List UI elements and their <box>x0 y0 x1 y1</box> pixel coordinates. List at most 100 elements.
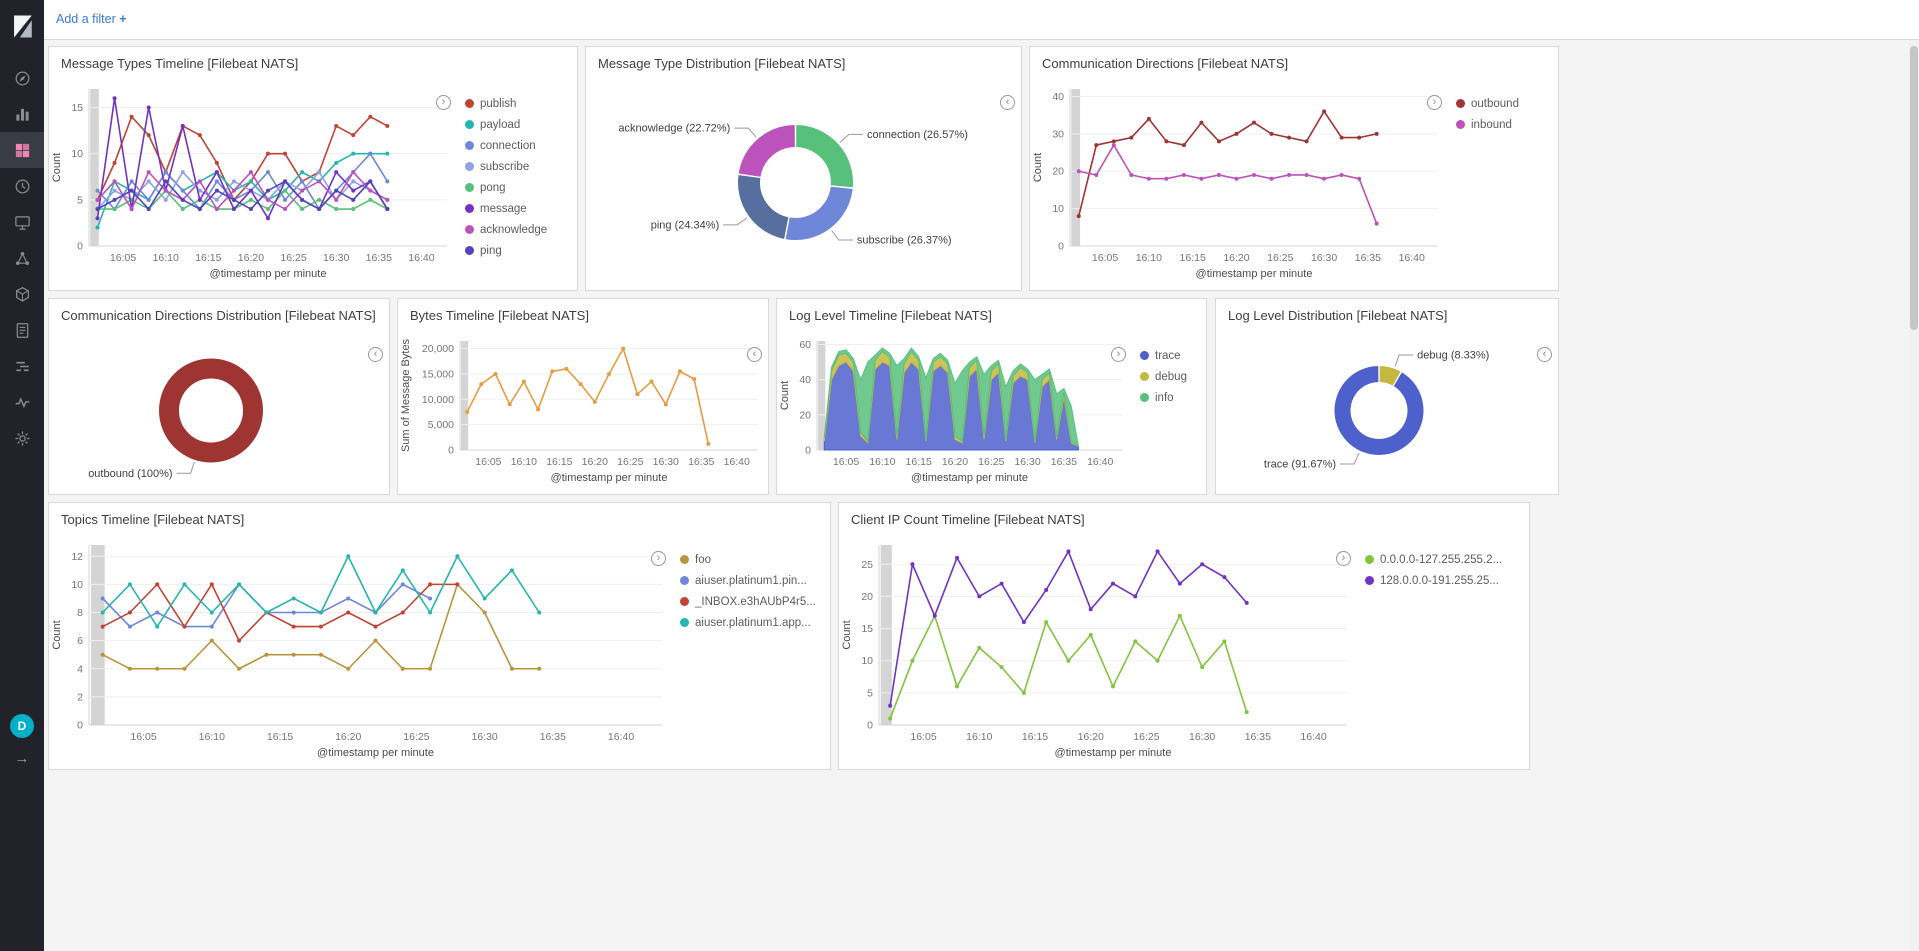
data-point[interactable] <box>1146 176 1151 181</box>
data-point[interactable] <box>266 216 270 221</box>
data-point[interactable] <box>1374 131 1379 136</box>
line-series-publish[interactable] <box>96 115 388 202</box>
data-point[interactable] <box>95 207 100 212</box>
data-point[interactable] <box>248 207 253 212</box>
data-point[interactable] <box>455 582 460 587</box>
line-series-aiuser.platinum1.app...[interactable] <box>102 554 540 629</box>
data-point[interactable] <box>888 703 893 708</box>
data-point[interactable] <box>112 160 117 165</box>
data-point[interactable] <box>100 610 105 615</box>
data-point[interactable] <box>1304 139 1309 144</box>
legend-item[interactable]: acknowledge <box>465 219 571 240</box>
legend-toggle-icon[interactable]: › <box>651 551 666 566</box>
legend-item[interactable]: debug <box>1140 366 1200 387</box>
data-point[interactable] <box>1374 221 1379 226</box>
data-point[interactable] <box>317 207 322 212</box>
panel-title[interactable]: Log Level Timeline [Filebeat NATS] <box>789 308 992 323</box>
data-point[interactable] <box>1200 562 1205 567</box>
data-point[interactable] <box>209 624 214 629</box>
legend-toggle-icon[interactable]: › <box>1111 347 1126 362</box>
data-point[interactable] <box>910 658 915 663</box>
data-point[interactable] <box>346 610 351 615</box>
data-point[interactable] <box>100 652 105 657</box>
data-point[interactable] <box>214 197 219 202</box>
data-point[interactable] <box>146 179 151 184</box>
line-series-inbound[interactable] <box>1078 143 1378 224</box>
log-level-distribution-chart[interactable]: debug (8.33%) trace (91.67%) <box>1216 327 1558 494</box>
data-point[interactable] <box>129 114 134 119</box>
data-point[interactable] <box>578 382 583 387</box>
data-point[interactable] <box>1244 710 1249 715</box>
data-point[interactable] <box>385 179 390 184</box>
data-point[interactable] <box>317 170 322 175</box>
data-point[interactable] <box>385 151 390 156</box>
add-filter-link[interactable]: Add a filter + <box>56 12 127 26</box>
data-point[interactable] <box>146 197 151 202</box>
data-point[interactable] <box>146 207 151 212</box>
data-point[interactable] <box>1357 176 1362 181</box>
legend-item[interactable]: foo <box>680 549 824 570</box>
data-point[interactable] <box>180 207 185 212</box>
data-point[interactable] <box>112 179 117 184</box>
data-point[interactable] <box>231 188 236 193</box>
canvas-icon[interactable] <box>0 204 44 240</box>
data-point[interactable] <box>283 207 288 212</box>
data-point[interactable] <box>266 170 270 175</box>
data-point[interactable] <box>317 197 322 202</box>
data-point[interactable] <box>592 399 597 404</box>
data-point[interactable] <box>112 207 117 212</box>
data-point[interactable] <box>1133 639 1138 644</box>
data-point[interactable] <box>385 207 390 212</box>
legend-item[interactable]: 0.0.0.0-127.255.255.2... <box>1365 549 1523 570</box>
data-point[interactable] <box>482 596 487 601</box>
log-level-timeline-chart[interactable]: 0 20 40 60 16:05 16:10 16:15 16:20 16:25 16:30 16:… <box>777 327 1206 494</box>
data-point[interactable] <box>127 666 132 671</box>
donut-slice-connection[interactable] <box>795 123 854 189</box>
data-point[interactable] <box>385 197 390 202</box>
data-point[interactable] <box>1222 639 1227 644</box>
data-point[interactable] <box>182 666 187 671</box>
data-point[interactable] <box>663 402 668 407</box>
data-point[interactable] <box>231 207 236 212</box>
bytes-timeline-chart[interactable]: 0 5,000 10,000 15,000 20,000 16:05 16:10 16:15 1… <box>398 327 768 494</box>
data-point[interactable] <box>300 170 305 175</box>
legend-item[interactable]: publish <box>465 93 571 114</box>
data-point[interactable] <box>465 409 470 414</box>
data-point[interactable] <box>1181 143 1186 148</box>
plot[interactable]: connection (26.57%) subscribe (26.37%) pin… <box>586 75 1021 290</box>
data-point[interactable] <box>550 369 555 374</box>
data-point[interactable] <box>163 170 168 175</box>
data-point[interactable] <box>1094 143 1099 148</box>
data-point[interactable] <box>428 610 433 615</box>
data-point[interactable] <box>291 652 296 657</box>
data-point[interactable] <box>1044 620 1049 625</box>
data-point[interactable] <box>1304 172 1309 177</box>
legend-item[interactable]: payload <box>465 114 571 135</box>
data-point[interactable] <box>237 666 242 671</box>
legend-item[interactable]: subscribe <box>465 156 571 177</box>
data-point[interactable] <box>248 170 253 175</box>
panel-title[interactable]: Client IP Count Timeline [Filebeat NATS] <box>851 512 1085 527</box>
legend-item[interactable]: ping <box>465 240 571 261</box>
line-series-0.0.0.0-127.255.255.2...[interactable] <box>889 613 1248 719</box>
message-types-timeline-chart[interactable]: 0 5 10 15 16:05 16:10 16:15 16:20 16:25 16:30 16:3… <box>49 75 577 290</box>
data-point[interactable] <box>706 441 711 446</box>
data-point[interactable] <box>955 684 959 689</box>
data-point[interactable] <box>95 225 100 230</box>
data-point[interactable] <box>1155 549 1160 554</box>
legend-toggle-icon[interactable]: › <box>1336 551 1351 566</box>
data-point[interactable] <box>283 179 288 184</box>
plot[interactable]: outbound (100%) <box>49 327 389 494</box>
data-point[interactable] <box>180 188 185 193</box>
legend-item[interactable]: outbound <box>1456 93 1552 114</box>
data-point[interactable] <box>266 188 270 193</box>
data-point[interactable] <box>266 151 270 156</box>
data-point[interactable] <box>146 105 151 110</box>
data-point[interactable] <box>1111 684 1115 689</box>
data-point[interactable] <box>1021 620 1026 625</box>
data-point[interactable] <box>112 188 117 193</box>
data-point[interactable] <box>509 568 514 573</box>
plot[interactable]: 0 20 40 60 16:05 16:10 16:15 16:20 16:25 16:30 16:… <box>777 327 1132 494</box>
data-point[interactable] <box>266 207 270 212</box>
data-point[interactable] <box>1111 581 1115 586</box>
